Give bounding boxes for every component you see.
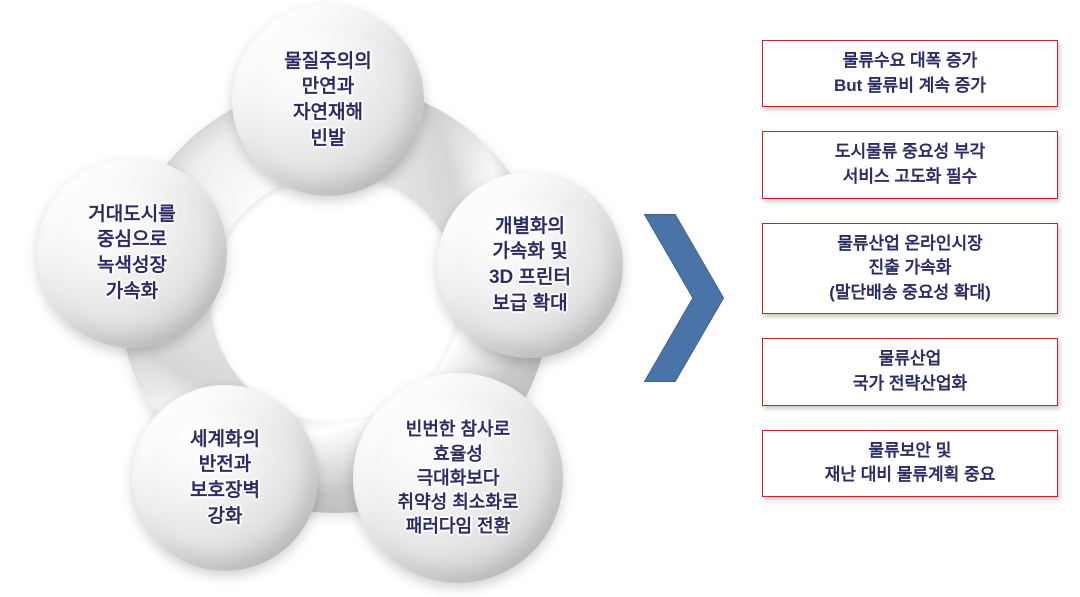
- bubble-left: 거대도시를 중심으로 녹색성장 가속화: [37, 158, 227, 348]
- bubble-label: 거대도시를 중심으로 녹색성장 가속화: [88, 202, 175, 305]
- bubble-top: 물질주의의 만연과 자연재해 빈발: [232, 4, 424, 196]
- bubble-label: 세계화의 반전과 보호장벽 강화: [190, 427, 260, 530]
- info-box: 물류산업 국가 전략산업화: [762, 338, 1058, 405]
- bubble-right: 개별화의 가속화 및 3D 프린터 보급 확대: [437, 172, 623, 358]
- info-box: 도시물류 중요성 부각 서비스 고도화 필수: [762, 131, 1058, 198]
- bubble-label: 빈번한 참사로 효율성 극대화보다 취약성 최소화로 패러다임 전환: [398, 417, 519, 538]
- info-box-list: 물류수요 대폭 증가 But 물류비 계속 증가도시물류 중요성 부각 서비스 …: [762, 40, 1058, 497]
- bubble-bottom-right: 빈번한 참사로 효율성 극대화보다 취약성 최소화로 패러다임 전환: [353, 373, 563, 583]
- info-box-text: 물류산업 온라인시장 진출 가속화 (말단배송 중요성 확대): [829, 232, 991, 306]
- info-box-text: 도시물류 중요성 부각 서비스 고도화 필수: [835, 140, 985, 189]
- info-box: 물류수요 대폭 증가 But 물류비 계속 증가: [762, 40, 1058, 107]
- info-box-text: 물류수요 대폭 증가 But 물류비 계속 증가: [834, 49, 986, 98]
- bubble-label: 물질주의의 만연과 자연재해 빈발: [284, 49, 371, 152]
- bubble-bottom-left: 세계화의 반전과 보호장벽 강화: [132, 385, 318, 571]
- arrow-right-icon: [640, 210, 728, 386]
- info-box-text: 물류보안 및 재난 대비 물류계획 중요: [825, 439, 996, 488]
- bubble-label: 개별화의 가속화 및 3D 프린터 보급 확대: [489, 214, 571, 317]
- info-box-text: 물류산업 국가 전략산업화: [853, 347, 967, 396]
- info-box: 물류산업 온라인시장 진출 가속화 (말단배송 중요성 확대): [762, 223, 1058, 315]
- info-box: 물류보안 및 재난 대비 물류계획 중요: [762, 430, 1058, 497]
